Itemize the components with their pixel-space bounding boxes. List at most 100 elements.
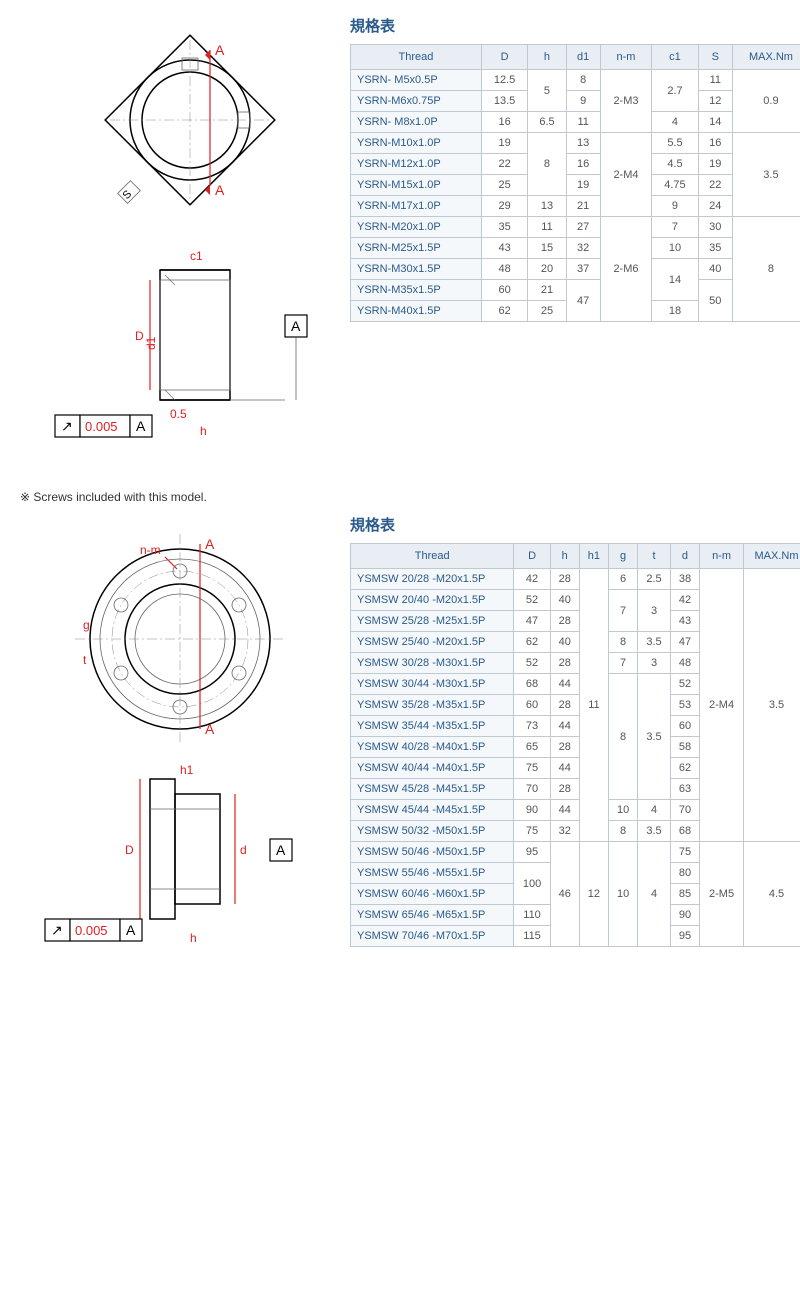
td: 27 xyxy=(566,217,600,238)
td: YSMSW 30/44 -M30x1.5P xyxy=(351,674,514,695)
td: 28 xyxy=(550,695,579,716)
td: 58 xyxy=(670,737,699,758)
td: 28 xyxy=(550,653,579,674)
td: 75 xyxy=(514,758,550,779)
td: YSRN-M17x1.0P xyxy=(351,196,482,217)
datum-a-2: A xyxy=(276,842,286,858)
td: 46 xyxy=(550,842,579,947)
th: D xyxy=(514,544,550,569)
diagram-column-2: n-m A A g t h1 D d h A ↗ xyxy=(10,509,350,969)
td: 16 xyxy=(566,154,600,175)
td: 3.5 xyxy=(638,674,671,800)
spec-table-1: Thread D h d1 n-m c1 S MAX.Nm YSRN- M5x0… xyxy=(350,44,800,322)
td: 28 xyxy=(550,737,579,758)
diagram-column-1: A A S c1 D d1 0.5 h A xyxy=(10,10,350,460)
td: 32 xyxy=(566,238,600,259)
td: YSRN- M5x0.5P xyxy=(351,70,482,91)
td: 47 xyxy=(514,611,550,632)
screws-note: ※ Screws included with this model. xyxy=(20,490,800,504)
th: h xyxy=(550,544,579,569)
td: 37 xyxy=(566,259,600,280)
td: YSMSW 35/44 -M35x1.5P xyxy=(351,716,514,737)
td: 3.5 xyxy=(638,821,671,842)
td: 22 xyxy=(698,175,732,196)
td: 90 xyxy=(670,905,699,926)
td: 4 xyxy=(638,800,671,821)
td: 48 xyxy=(670,653,699,674)
label-h2: h xyxy=(190,931,197,945)
td: 60 xyxy=(514,695,550,716)
label-h: h xyxy=(200,424,207,438)
table-title-2: 規格表 xyxy=(350,514,800,535)
gdnt-sym-2: ↗ xyxy=(51,922,63,938)
gdnt-tol-1: 0.005 xyxy=(85,419,118,434)
th: n-m xyxy=(600,45,651,70)
td: 6 xyxy=(609,569,638,590)
td: 2-M6 xyxy=(600,217,651,322)
td: 60 xyxy=(670,716,699,737)
td: 47 xyxy=(566,280,600,322)
td: YSRN-M12x1.0P xyxy=(351,154,482,175)
th: n-m xyxy=(700,544,744,569)
td: 2.7 xyxy=(652,70,699,112)
td: 5 xyxy=(528,70,566,112)
label-d2: d xyxy=(240,843,247,857)
td: YSMSW 50/46 -M50x1.5P xyxy=(351,842,514,863)
td: 52 xyxy=(514,653,550,674)
table-header-row: Thread D h h1 g t d n-m MAX.Nm xyxy=(351,544,800,569)
td: 6.5 xyxy=(528,112,566,133)
td: 3.5 xyxy=(744,569,800,842)
th: MAX.Nm xyxy=(744,544,800,569)
td: 8 xyxy=(732,217,800,322)
td: 73 xyxy=(514,716,550,737)
td: 53 xyxy=(670,695,699,716)
td: 8 xyxy=(609,674,638,800)
td: YSRN-M10x1.0P xyxy=(351,133,482,154)
diagram-flange-side: h1 D d h A ↗ 0.005 A xyxy=(40,759,320,949)
td: 75 xyxy=(670,842,699,863)
td: 11 xyxy=(528,217,566,238)
th: d xyxy=(670,544,699,569)
label-a-top: A xyxy=(215,42,225,58)
label-s: S xyxy=(121,188,135,202)
th: Thread xyxy=(351,544,514,569)
table-row: YSRN-M10x1.0P198132-M45.5163.5 xyxy=(351,133,800,154)
td: 70 xyxy=(514,779,550,800)
datum-a-1: A xyxy=(291,318,301,334)
td: 44 xyxy=(550,758,579,779)
td: 60 xyxy=(481,280,528,301)
section-2: n-m A A g t h1 D d h A ↗ xyxy=(10,509,800,969)
label-nm: n-m xyxy=(140,543,161,557)
diagram-top-view-1: A A S xyxy=(80,30,280,230)
table-title-1: 規格表 xyxy=(350,15,800,36)
td: YSRN-M6x0.75P xyxy=(351,91,482,112)
td: 62 xyxy=(670,758,699,779)
td: 22 xyxy=(481,154,528,175)
td: YSMSW 30/28 -M30x1.5P xyxy=(351,653,514,674)
td: 10 xyxy=(652,238,699,259)
td: 4.5 xyxy=(744,842,800,947)
label-D2: D xyxy=(125,843,134,857)
td: 0.9 xyxy=(732,70,800,133)
td: 25 xyxy=(528,301,566,322)
th: Thread xyxy=(351,45,482,70)
td: YSRN-M20x1.0P xyxy=(351,217,482,238)
label-h1: h1 xyxy=(180,763,194,777)
td: 2-M5 xyxy=(700,842,744,947)
td: YSRN-M15x1.0P xyxy=(351,175,482,196)
td: 32 xyxy=(550,821,579,842)
section-1: A A S c1 D d1 0.5 h A xyxy=(10,10,800,460)
td: 29 xyxy=(481,196,528,217)
table-column-1: 規格表 Thread D h d1 n-m c1 S MAX.Nm YSRN- … xyxy=(350,10,800,460)
th: D xyxy=(481,45,528,70)
td: 115 xyxy=(514,926,550,947)
td: YSMSW 45/28 -M45x1.5P xyxy=(351,779,514,800)
td: 62 xyxy=(481,301,528,322)
td: 2.5 xyxy=(638,569,671,590)
td: 40 xyxy=(698,259,732,280)
td: 19 xyxy=(566,175,600,196)
td: 48 xyxy=(481,259,528,280)
td: 30 xyxy=(698,217,732,238)
td: 43 xyxy=(481,238,528,259)
td: 2-M4 xyxy=(700,569,744,842)
